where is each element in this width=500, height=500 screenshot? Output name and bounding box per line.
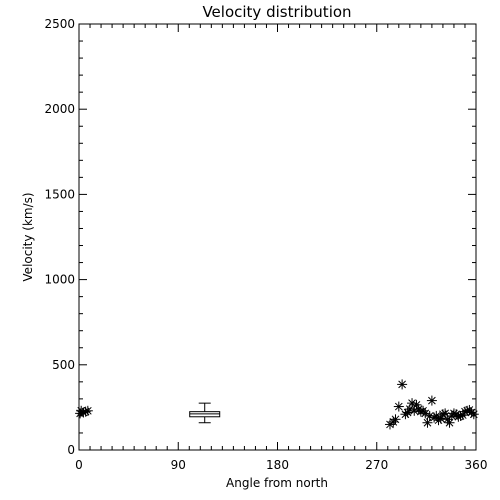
y-tick-label: 1500 — [44, 187, 75, 201]
y-tick-label: 1000 — [44, 273, 75, 287]
plot-frame — [78, 23, 477, 451]
data-point — [444, 417, 455, 428]
x-tick-label: 180 — [266, 458, 289, 472]
data-point — [420, 408, 431, 419]
x-tick-label: 0 — [75, 458, 83, 472]
data-point — [426, 395, 437, 406]
chart-title: Velocity distribution — [202, 3, 351, 21]
y-tick-label: 500 — [52, 358, 75, 372]
data-point — [424, 410, 435, 421]
data-points — [75, 379, 479, 430]
data-point — [82, 405, 93, 416]
tick-labels: 0 500 1000 1500 2000 2500 0 90 180 270 360 — [44, 17, 487, 472]
data-point — [422, 417, 433, 428]
axis-ticks — [78, 23, 477, 451]
y-tick-label: 2000 — [44, 102, 75, 116]
x-tick-label: 360 — [465, 458, 488, 472]
data-point — [390, 414, 401, 425]
x-tick-label: 270 — [365, 458, 388, 472]
data-point — [397, 379, 408, 390]
boxplot — [189, 402, 221, 424]
data-point — [393, 401, 404, 412]
data-point — [468, 409, 479, 420]
y-tick-label: 2500 — [44, 17, 75, 31]
x-tick-label: 90 — [171, 458, 186, 472]
y-axis-label: Velocity (km/s) — [21, 192, 35, 281]
y-tick-label: 0 — [67, 443, 75, 457]
x-axis-label: Angle from north — [226, 476, 328, 490]
